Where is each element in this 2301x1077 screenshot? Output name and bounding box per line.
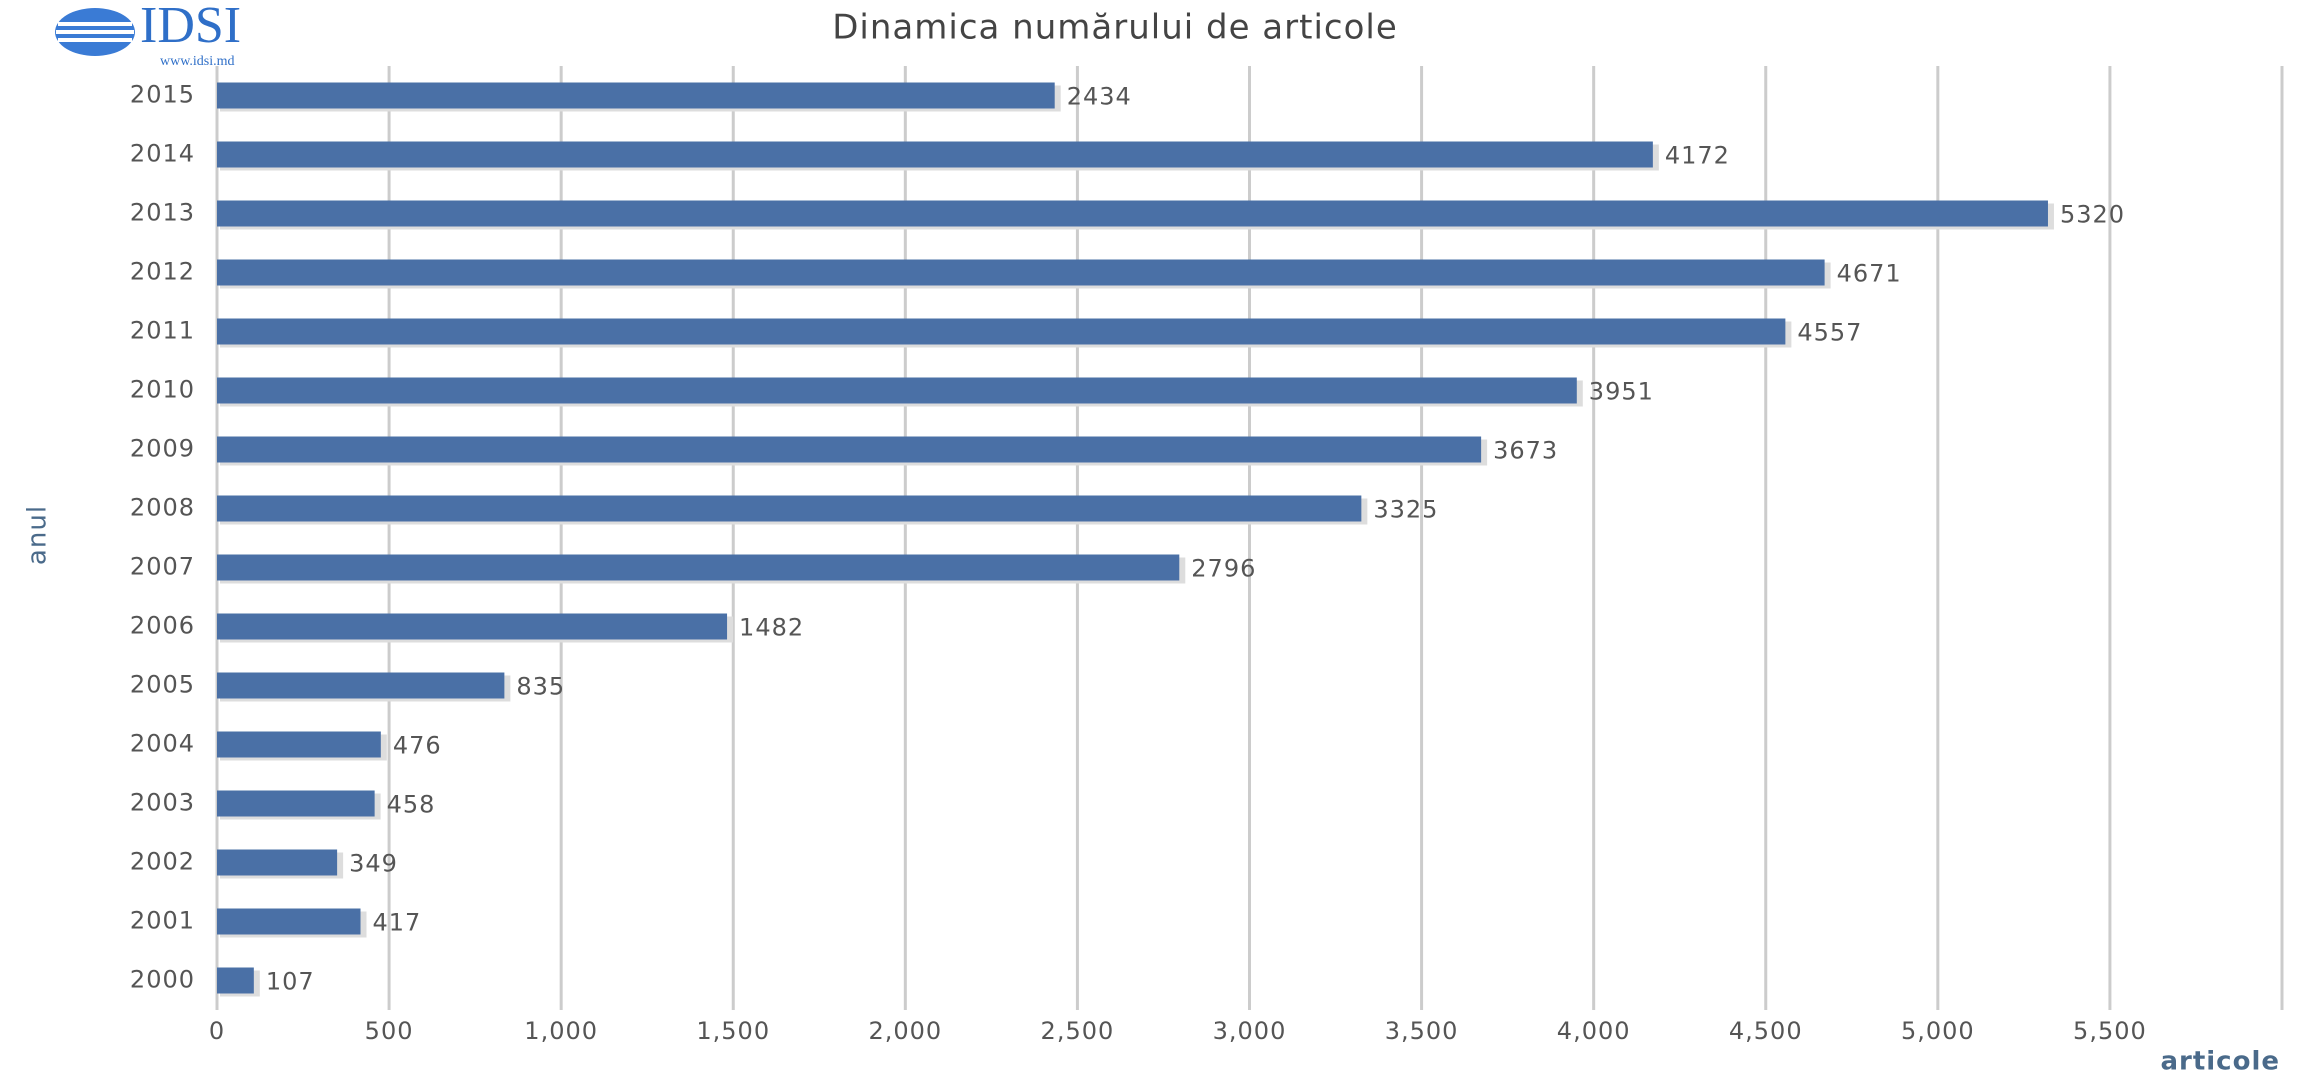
y-tick-label: 2014 <box>130 140 195 168</box>
y-tick-label: 2004 <box>130 730 195 758</box>
y-tick-label: 2002 <box>130 848 195 876</box>
data-label: 417 <box>373 909 422 937</box>
bar <box>217 377 1577 404</box>
bar <box>217 849 338 876</box>
logo-text: IDSI <box>140 0 241 54</box>
y-tick-label: 2006 <box>130 612 195 640</box>
data-label: 476 <box>393 732 442 760</box>
bar <box>217 790 375 817</box>
data-label: 3951 <box>1589 378 1654 406</box>
data-label: 107 <box>266 968 315 996</box>
bar <box>217 731 381 758</box>
chart-title: Dinamica numărului de articole <box>832 8 1398 48</box>
y-tick-label: 2012 <box>130 258 195 286</box>
bar <box>217 967 254 994</box>
bar <box>217 613 728 640</box>
logo-url: www.idsi.md <box>160 54 235 69</box>
x-tick-label: 3,000 <box>1213 1017 1287 1045</box>
bar <box>217 82 1055 109</box>
data-label: 5320 <box>2060 201 2125 229</box>
x-tick-label: 4,500 <box>1729 1017 1803 1045</box>
data-label: 349 <box>349 850 398 878</box>
y-tick-label: 2010 <box>130 376 195 404</box>
y-tick-label: 2015 <box>130 81 195 109</box>
data-label: 4172 <box>1665 142 1730 170</box>
x-tick-label: 4,000 <box>1557 1017 1631 1045</box>
y-tick-label: 2007 <box>130 553 195 581</box>
bar <box>217 436 1482 463</box>
x-tick-label: 5,500 <box>2073 1017 2147 1045</box>
y-tick-label: 2008 <box>130 494 195 522</box>
y-tick-label: 2005 <box>130 671 195 699</box>
x-tick-label: 2,500 <box>1041 1017 1115 1045</box>
bar <box>217 495 1362 522</box>
x-tick-label: 2,000 <box>868 1017 942 1045</box>
bar <box>217 672 505 699</box>
x-axis-label: articole <box>2160 1047 2280 1077</box>
bar <box>217 141 1653 168</box>
x-tick-label: 500 <box>365 1017 414 1045</box>
x-tick-label: 1,500 <box>696 1017 770 1045</box>
data-label: 1482 <box>739 614 804 642</box>
bar <box>217 554 1180 581</box>
y-tick-label: 2009 <box>130 435 195 463</box>
logo-stripes <box>56 22 134 42</box>
data-label: 4557 <box>1797 319 1862 347</box>
x-tick-label: 1,000 <box>524 1017 598 1045</box>
data-label: 3673 <box>1493 437 1558 465</box>
data-label: 458 <box>387 791 436 819</box>
data-label: 2434 <box>1067 83 1132 111</box>
data-label: 835 <box>516 673 565 701</box>
x-tick-label: 5,000 <box>1901 1017 1975 1045</box>
logo: IDSI www.idsi.md <box>55 0 241 69</box>
bar <box>217 259 1825 286</box>
y-tick-label: 2013 <box>130 199 195 227</box>
bar <box>217 318 1786 345</box>
data-label: 3325 <box>1373 496 1438 524</box>
data-label: 2796 <box>1191 555 1256 583</box>
y-tick-label: 2001 <box>130 907 195 935</box>
y-tick-label: 2000 <box>130 966 195 994</box>
y-tick-label: 2011 <box>130 317 195 345</box>
x-tick-label: 0 <box>209 1017 225 1045</box>
bar <box>217 908 361 935</box>
y-tick-label: 2003 <box>130 789 195 817</box>
bar <box>217 200 2048 227</box>
data-label: 4671 <box>1837 260 1902 288</box>
x-tick-label: 3,500 <box>1385 1017 1459 1045</box>
y-axis-label: anul <box>23 505 53 565</box>
